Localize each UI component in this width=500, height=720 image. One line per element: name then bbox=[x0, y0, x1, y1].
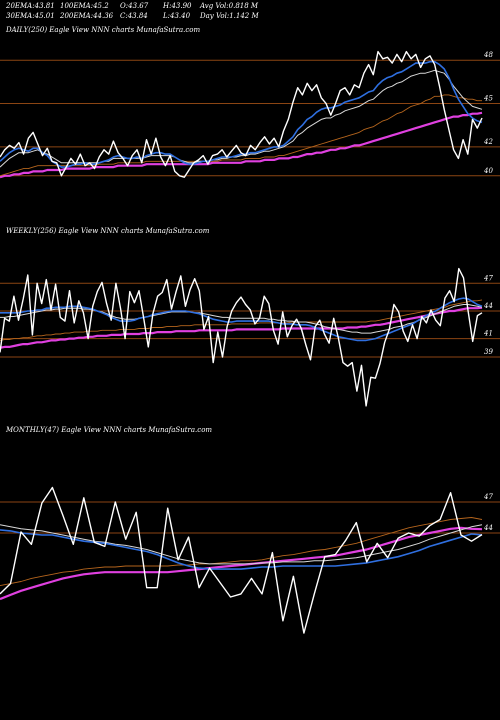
monthly-ema100-line bbox=[0, 517, 483, 587]
weekly-y-tick-label: 41 bbox=[483, 330, 493, 338]
monthly-panel: 47 44 bbox=[0, 486, 500, 634]
stat-open: O:43.67 bbox=[120, 2, 149, 10]
weekly-price-line bbox=[0, 267, 483, 407]
daily-panel-label: DAILY(250) Eagle View NNN charts MunafaS… bbox=[6, 26, 201, 34]
weekly-y-tick-label: 39 bbox=[484, 348, 493, 356]
daily-ema100-line bbox=[0, 94, 482, 177]
monthly-ema20-line bbox=[0, 529, 483, 570]
weekly-ema200-line bbox=[0, 306, 483, 349]
stat-ema30: 30EMA:45.01 bbox=[6, 12, 55, 20]
daily-y-tick-label: 45 bbox=[483, 95, 493, 103]
daily-y-tick-label: 48 bbox=[483, 51, 493, 59]
monthly-y-tick-label: 44 bbox=[483, 524, 493, 532]
stat-high: H:43.90 bbox=[163, 2, 192, 10]
weekly-y-tick-label: 44 bbox=[483, 302, 493, 310]
stat-ema100: 100EMA:45.2 bbox=[60, 2, 109, 10]
stat-ema200: 200EMA:44.36 bbox=[60, 12, 114, 20]
daily-y-tick-label: 40 bbox=[483, 167, 493, 175]
monthly-panel-label: MONTHLY(47) Eagle View NNN charts Munafa… bbox=[6, 426, 213, 434]
daily-ema30-line bbox=[0, 69, 483, 168]
monthly-y-tick-label: 47 bbox=[483, 493, 493, 501]
weekly-panel-label: WEEKLY(256) Eagle View NNN charts Munafa… bbox=[6, 227, 210, 235]
monthly-ema30-line bbox=[0, 524, 483, 565]
daily-y-tick-label: 42 bbox=[483, 138, 493, 146]
weekly-ema100-line bbox=[0, 299, 483, 341]
weekly-y-tick-label: 47 bbox=[483, 274, 493, 282]
monthly-ema200-line bbox=[0, 526, 483, 601]
stat-ema20: 20EMA:43.81 bbox=[6, 2, 55, 10]
daily-ema20-line bbox=[0, 60, 483, 168]
stat-avg-vol: Avg Vol:0.818 M bbox=[200, 2, 259, 10]
daily-panel: 48 45 42 40 bbox=[0, 50, 500, 179]
daily-ema200-line bbox=[0, 111, 483, 179]
daily-price-line bbox=[0, 50, 483, 178]
stat-close: C:43.84 bbox=[120, 12, 148, 20]
monthly-price-line bbox=[0, 486, 483, 634]
weekly-panel: 47 44 41 39 bbox=[0, 267, 500, 407]
stat-low: L:43.40 bbox=[163, 12, 191, 20]
stat-day-vol: Day Vol:1.142 M bbox=[200, 12, 259, 20]
